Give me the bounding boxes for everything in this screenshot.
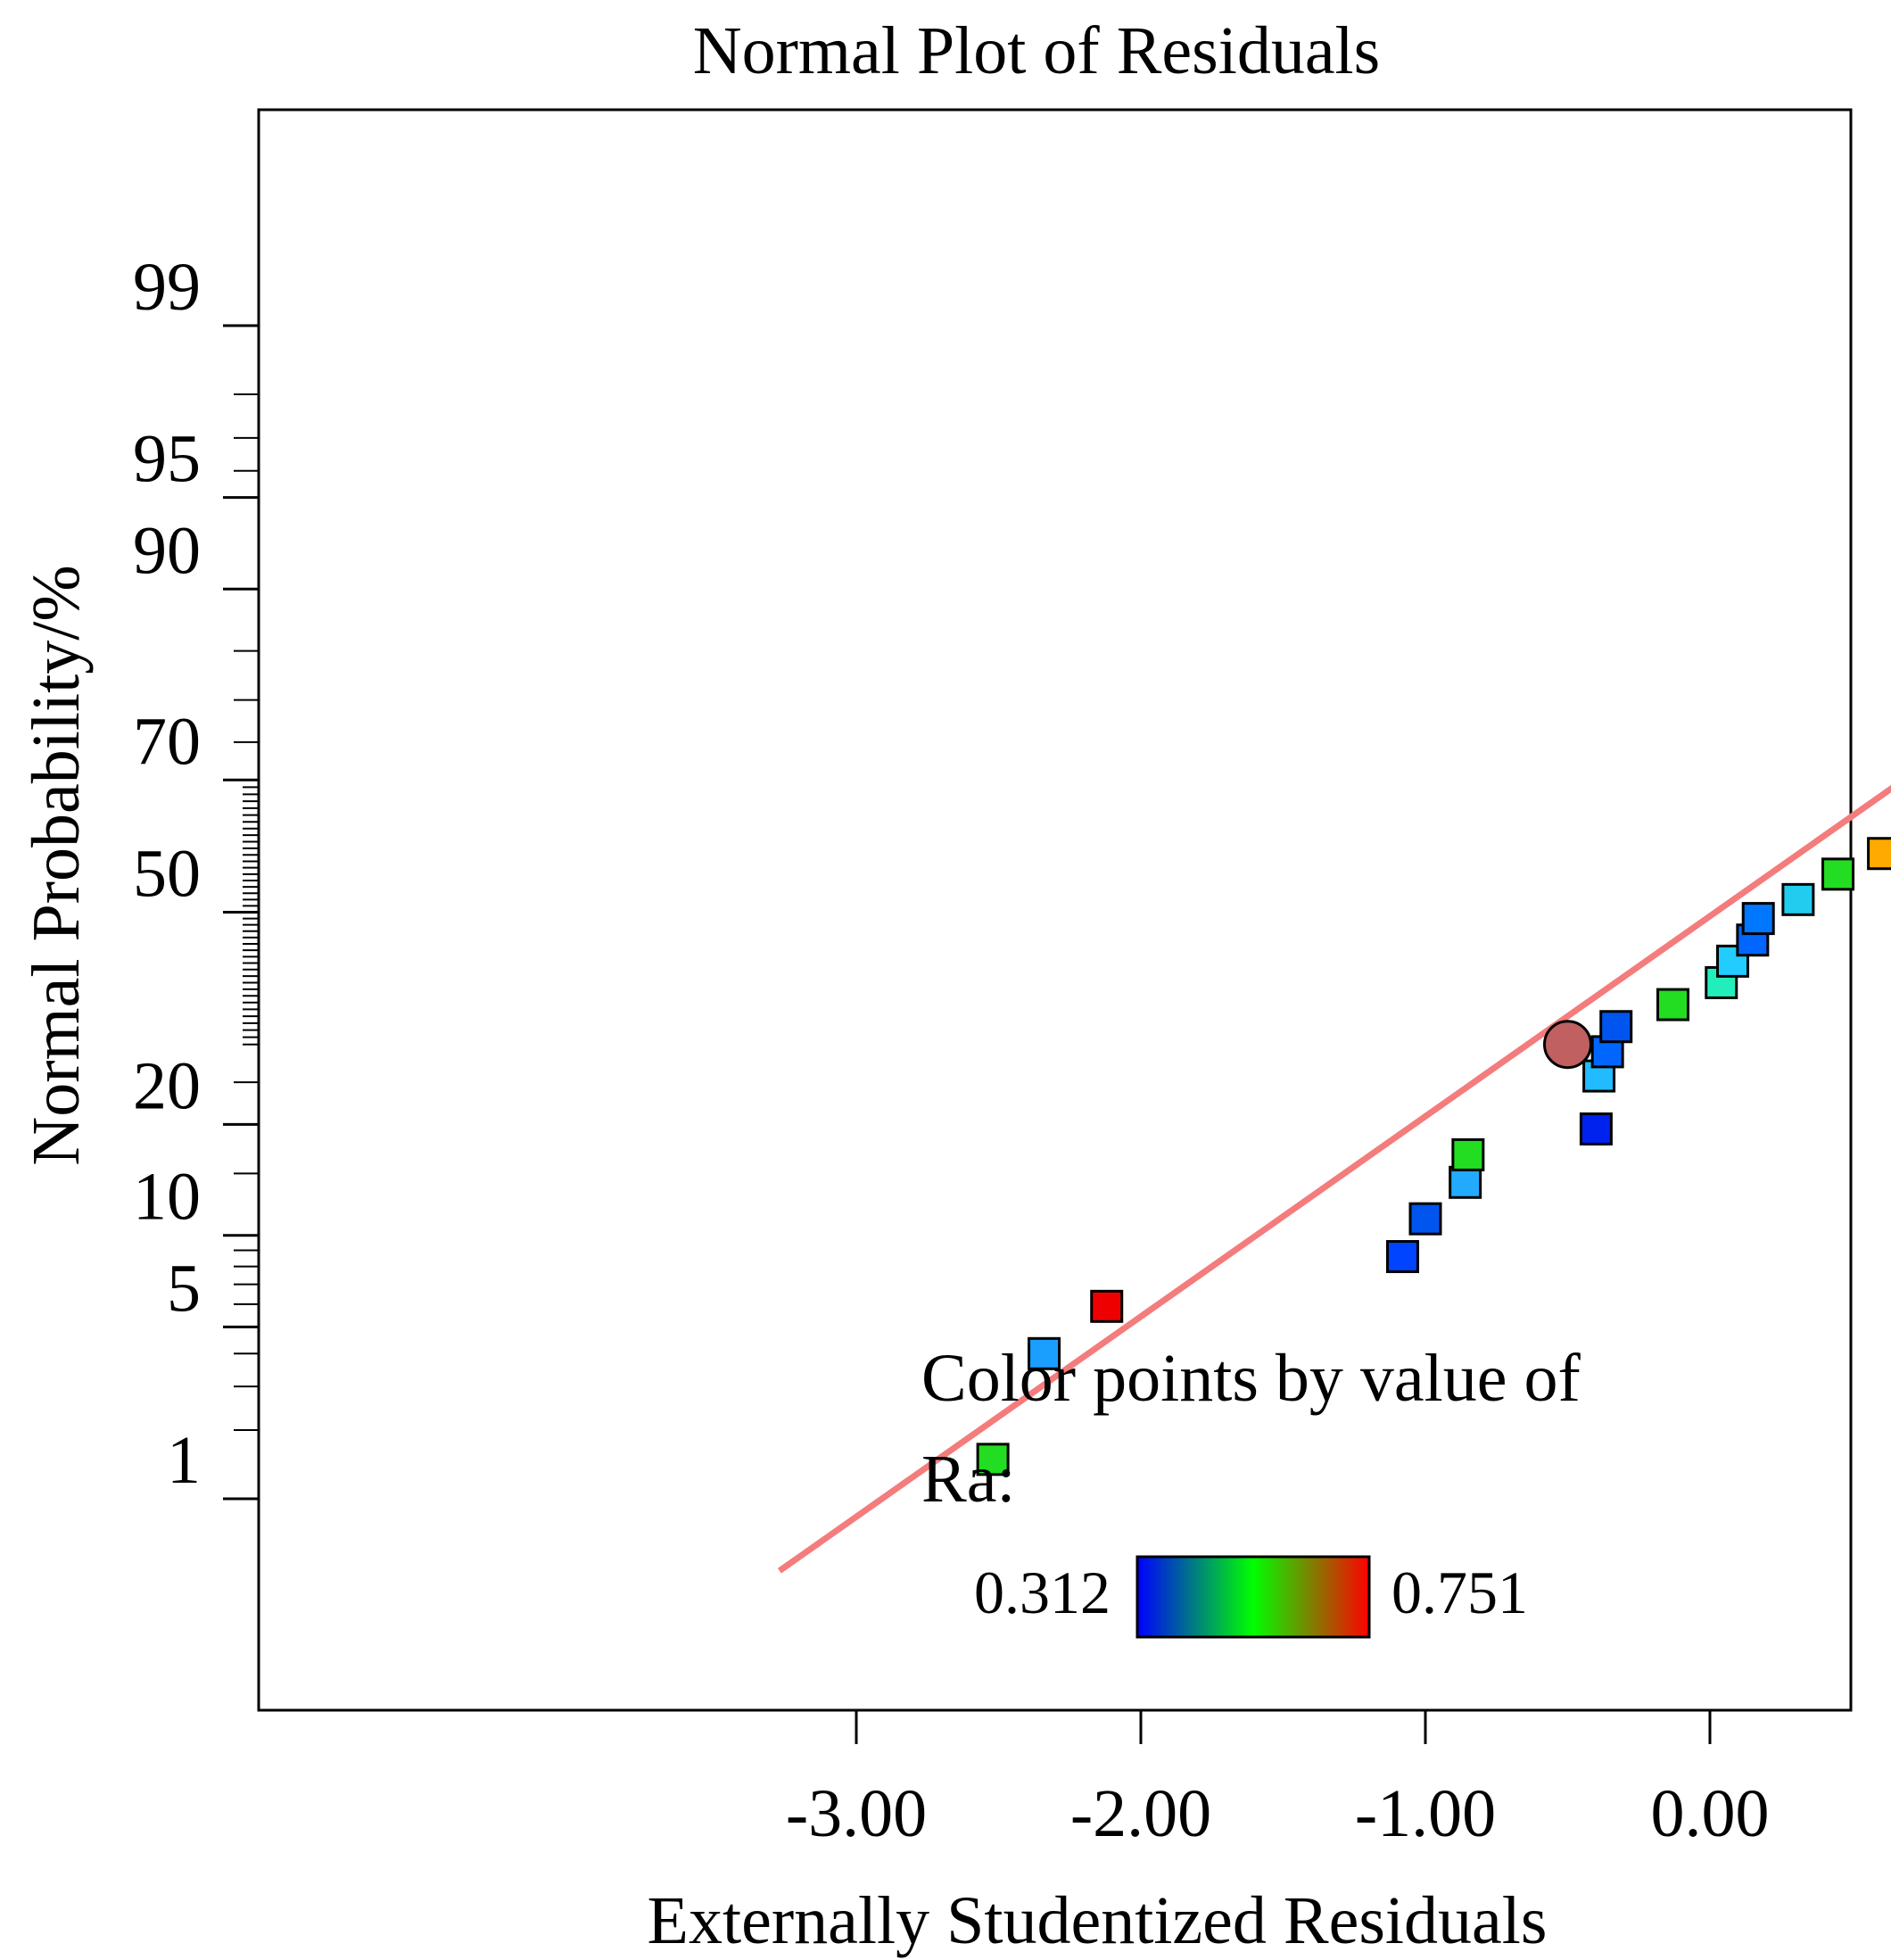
y-tick-label: 99 [133, 250, 201, 325]
y-tick-label: 1 [167, 1423, 201, 1498]
y-tick-label: 20 [133, 1048, 201, 1123]
legend-title-line2: Ra: [921, 1442, 1016, 1517]
data-point [1090, 1289, 1124, 1323]
data-point [1579, 1112, 1613, 1145]
x-tick-label: -3.00 [786, 1776, 927, 1851]
y-tick-label: 90 [133, 513, 201, 588]
legend: Color points by value of Ra: 0.312 0.751 [921, 1341, 1581, 1639]
y-tick-label: 10 [133, 1160, 201, 1235]
data-point [1599, 1010, 1633, 1044]
data-point [1781, 882, 1815, 916]
y-tick-label: 70 [133, 704, 201, 779]
y-axis-ticks [223, 324, 259, 1501]
x-tick-label: -1.00 [1355, 1776, 1496, 1851]
data-point [1451, 1137, 1485, 1171]
data-point [1741, 902, 1775, 936]
chart-title: Normal Plot of Residuals [693, 13, 1381, 88]
y-tick-label: 5 [167, 1251, 201, 1326]
reference-line [777, 784, 1891, 1574]
x-axis-ticks [855, 1710, 1712, 1744]
y-tick-label: 50 [133, 837, 201, 912]
data-point [1385, 1240, 1419, 1274]
points-layer [976, 837, 1891, 1476]
legend-title-line1: Color points by value of [921, 1341, 1581, 1416]
data-point [1656, 988, 1690, 1021]
x-axis-labels: -3.00-2.00-1.000.001.002.00 [786, 1776, 1770, 1851]
plot-frame [257, 108, 1853, 1712]
legend-min-label: 0.312 [974, 1559, 1111, 1626]
data-point [976, 1443, 1010, 1476]
y-axis-labels: 1 5 10 20 50 70 90 95 99 [133, 250, 201, 1498]
x-tick-label: 0.00 [1651, 1776, 1770, 1851]
y-axis-label: Normal Probability/% [19, 565, 94, 1165]
highlighted-point [1543, 1020, 1592, 1070]
data-point [1867, 837, 1891, 871]
legend-gradient-bar [1135, 1555, 1371, 1639]
x-tick-label: -2.00 [1070, 1776, 1211, 1851]
data-point [1028, 1336, 1061, 1370]
data-point [1408, 1202, 1442, 1236]
data-point [1449, 1165, 1482, 1199]
data-point [1821, 857, 1855, 891]
y-tick-label: 95 [133, 422, 201, 497]
legend-max-label: 0.751 [1391, 1559, 1528, 1626]
x-axis-label: Externally Studentized Residuals [648, 1883, 1548, 1958]
